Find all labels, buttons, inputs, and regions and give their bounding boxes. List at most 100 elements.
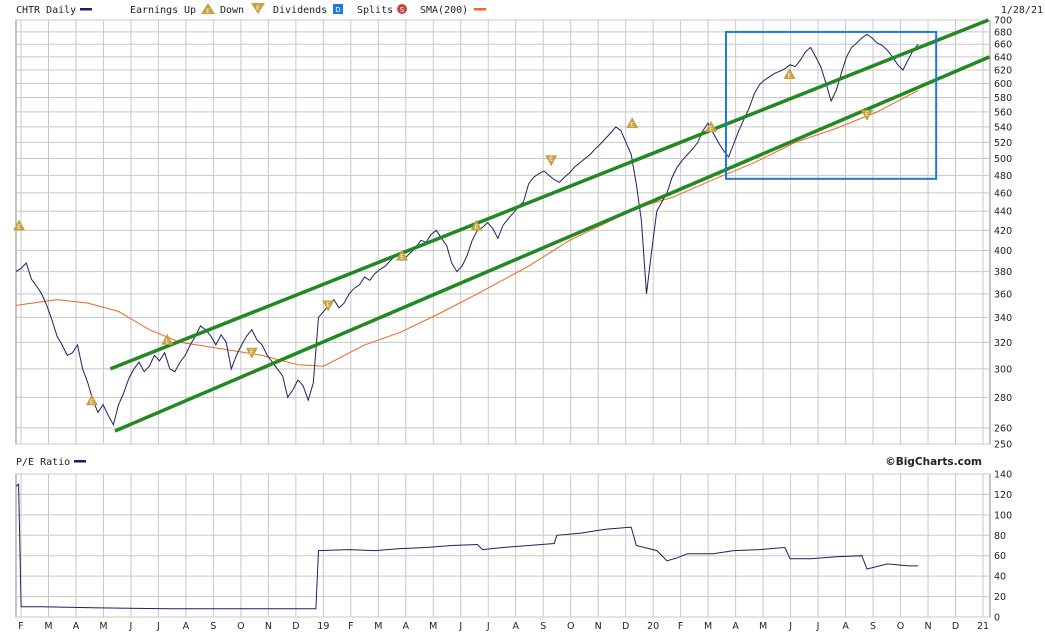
earnings-down-marker: E <box>322 300 335 312</box>
x-tick-label: D <box>952 621 959 632</box>
svg-text:E: E <box>165 338 169 345</box>
earnings-down-marker: E <box>245 347 258 359</box>
y-tick-label: 580 <box>994 93 1012 104</box>
y-tick-label: 360 <box>994 289 1012 300</box>
x-tick-label: N <box>265 621 272 632</box>
earnings-down-icon: E <box>251 3 265 14</box>
upper-channel-line <box>109 18 990 371</box>
sma-swatch <box>474 8 486 11</box>
y-tick-label: 500 <box>994 154 1012 165</box>
earnings-markers: E E E E E E E E E E E E <box>13 67 873 406</box>
pe-y-tick-label: 100 <box>994 510 1012 521</box>
x-tick-label: N <box>924 621 931 632</box>
y-tick-label: 460 <box>994 188 1012 199</box>
earnings-up-marker: E <box>626 117 639 129</box>
x-tick-label: M <box>374 621 382 632</box>
x-tick-label: A <box>842 621 849 632</box>
earnings-up-marker: E <box>13 219 26 231</box>
series-swatch <box>80 8 92 11</box>
earnings-down-marker: E <box>860 109 873 121</box>
x-tick-label: S <box>870 621 876 632</box>
x-tick-label: J <box>816 621 820 632</box>
earnings-up-marker: E <box>470 219 483 231</box>
svg-text:E: E <box>326 301 330 308</box>
y-tick-label: 600 <box>994 79 1012 90</box>
x-tick-label: D <box>622 621 629 632</box>
earnings-up-icon: E <box>201 3 215 15</box>
x-tick-label: M <box>99 621 107 632</box>
svg-text:E: E <box>400 254 404 261</box>
svg-text:D: D <box>335 6 340 14</box>
x-tick-label: S <box>210 621 216 632</box>
brand-label: ©BigCharts.com <box>885 456 982 468</box>
y-tick-label: 420 <box>994 226 1012 237</box>
x-tick-label: F <box>18 621 23 632</box>
sma-200-line <box>15 89 919 367</box>
svg-text:E: E <box>17 224 21 231</box>
svg-text:E: E <box>206 8 210 15</box>
pe-y-tick-label: 140 <box>994 470 1012 481</box>
pe-swatch <box>74 460 86 463</box>
pe-title: P/E Ratio <box>16 457 70 468</box>
series-label: CHTR Daily <box>16 5 76 16</box>
sma-label: SMA(200) <box>420 5 468 16</box>
x-tick-label: J <box>458 621 462 632</box>
y-tick-label: 300 <box>994 364 1012 375</box>
pe-ratio-line <box>15 483 919 610</box>
pe-y-tick-label: 20 <box>994 592 1006 603</box>
x-tick-label: 19 <box>317 621 329 632</box>
y-tick-label: 320 <box>994 338 1012 349</box>
x-tick-label: J <box>156 621 160 632</box>
y-tick-label: 560 <box>994 107 1012 118</box>
pe-y-tick-label: 40 <box>994 572 1006 583</box>
x-tick-label: O <box>237 621 244 632</box>
x-axis: F M A M J J A S O N D 19 F M A M J J A S O N D 20 F M A M J J A S O N D 21 <box>18 621 989 632</box>
y-tick-label: 340 <box>994 313 1012 324</box>
y-tick-label: 520 <box>994 138 1012 149</box>
x-tick-label: D <box>292 621 299 632</box>
svg-text:E: E <box>630 122 634 129</box>
svg-text:E: E <box>788 72 792 79</box>
pe-y-tick-label: 60 <box>994 551 1006 562</box>
x-tick-label: A <box>73 621 80 632</box>
dividends-icon: D <box>333 4 343 14</box>
x-tick-label: F <box>678 621 683 632</box>
x-tick-label: F <box>348 621 353 632</box>
x-tick-label: A <box>512 621 519 632</box>
svg-text:E: E <box>256 5 260 12</box>
x-tick-label: S <box>540 621 546 632</box>
svg-text:E: E <box>474 224 478 231</box>
dividends-label: Dividends <box>273 5 327 16</box>
y-tick-label: 380 <box>994 267 1012 278</box>
y-tick-label: 440 <box>994 207 1012 218</box>
highlight-box <box>724 30 938 180</box>
chart-date: 1/28/21 <box>1001 5 1043 16</box>
svg-text:S: S <box>400 6 405 14</box>
price-legend: CHTR Daily Earnings Up E Down E Dividend… <box>16 3 1043 16</box>
pe-y-axis: 0 20 40 60 80 100 120 140 <box>994 470 1012 624</box>
svg-text:E: E <box>709 125 713 132</box>
x-tick-label: M <box>44 621 52 632</box>
earnings-up-marker: E <box>161 333 174 345</box>
x-tick-label: J <box>788 621 792 632</box>
earnings-up-label: Up <box>184 5 196 16</box>
earnings-down-marker: E <box>545 155 558 167</box>
svg-text:E: E <box>90 399 94 406</box>
earnings-up-marker: E <box>783 67 796 79</box>
y-tick-label: 620 <box>994 65 1012 76</box>
pe-y-tick-label: 120 <box>994 490 1012 501</box>
pe-y-tick-label: 0 <box>994 613 1000 624</box>
price-series-line <box>15 33 919 427</box>
y-tick-label: 250 <box>994 440 1012 451</box>
x-tick-label: N <box>595 621 602 632</box>
x-tick-label: J <box>129 621 133 632</box>
x-tick-label: A <box>403 621 410 632</box>
y-tick-label: 700 <box>994 16 1012 27</box>
y-tick-label: 280 <box>994 393 1012 404</box>
earnings-down-label: Down <box>220 5 244 16</box>
price-y-axis: 250 260 280 300 320 340 360 380 400 420 440 460 480 5… <box>994 16 1012 451</box>
earnings-up-marker: E <box>396 249 409 261</box>
y-tick-label: 680 <box>994 27 1012 38</box>
x-tick-label: M <box>704 621 712 632</box>
